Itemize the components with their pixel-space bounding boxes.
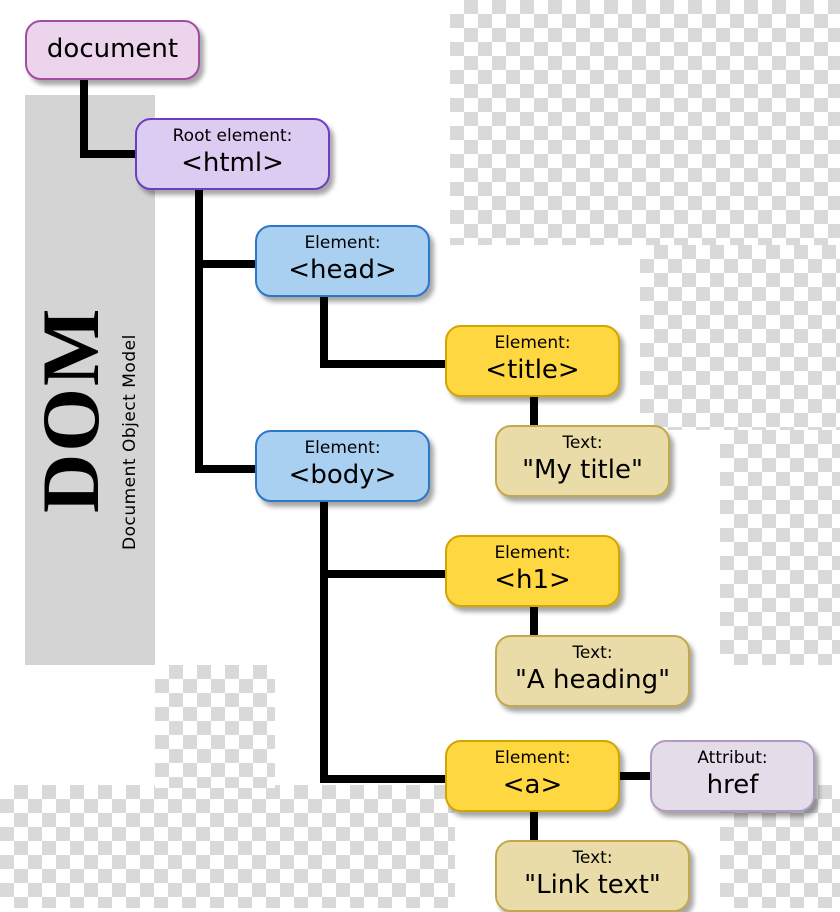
node-h1: Element:<h1>: [445, 535, 620, 607]
node-label: <title>: [485, 355, 579, 386]
connector-vertical: [530, 812, 538, 840]
connector-horizontal: [80, 150, 143, 158]
connector-vertical: [320, 297, 328, 368]
transparency-checker: [155, 665, 275, 788]
node-label: "My title": [522, 455, 643, 486]
transparency-checker: [640, 245, 840, 430]
connector-vertical: [320, 502, 328, 783]
node-head: Element:<head>: [255, 225, 430, 297]
dom-tree-diagram: documentRoot element:<html>Element:<head…: [0, 0, 840, 908]
connector-horizontal: [320, 775, 453, 783]
node-caption: Text:: [562, 434, 602, 454]
node-caption: Text:: [572, 644, 612, 664]
node-body: Element:<body>: [255, 430, 430, 502]
node-title: Element:<title>: [445, 325, 620, 397]
node-label: <a>: [503, 770, 563, 801]
node-caption: Element:: [304, 234, 380, 254]
connector-vertical: [80, 80, 88, 158]
node-caption: Text:: [572, 849, 612, 869]
dom-expansion: Document Object Model: [120, 275, 140, 550]
dom-acronym: DOM: [30, 280, 112, 540]
connector-vertical: [530, 607, 538, 635]
node-doc: document: [25, 20, 200, 80]
connector-horizontal: [195, 260, 263, 268]
node-label: document: [47, 34, 178, 65]
node-label: <html>: [181, 148, 284, 179]
node-caption: Element:: [304, 439, 380, 459]
transparency-checker: [450, 0, 840, 245]
node-caption: Element:: [494, 334, 570, 354]
node-href: Attribut:href: [650, 740, 815, 812]
node-label: "A heading": [515, 665, 670, 696]
node-caption: Element:: [494, 749, 570, 769]
node-label: <h1>: [494, 565, 571, 596]
node-caption: Element:: [494, 544, 570, 564]
connector-vertical: [530, 397, 538, 425]
node-ttext: Text:"My title": [495, 425, 670, 497]
connector-vertical: [195, 190, 203, 473]
connector-horizontal: [320, 360, 453, 368]
node-html: Root element:<html>: [135, 118, 330, 190]
transparency-checker: [0, 785, 455, 908]
connector-horizontal: [195, 465, 263, 473]
connector-horizontal: [320, 570, 453, 578]
node-caption: Attribut:: [697, 749, 767, 769]
node-label: "Link text": [524, 870, 661, 901]
node-label: <body>: [289, 460, 397, 491]
node-h1txt: Text:"A heading": [495, 635, 690, 707]
node-atext: Text:"Link text": [495, 840, 690, 912]
node-a: Element:<a>: [445, 740, 620, 812]
transparency-checker: [720, 430, 840, 665]
node-label: href: [707, 770, 759, 801]
node-caption: Root element:: [173, 127, 293, 147]
node-label: <head>: [288, 255, 396, 286]
